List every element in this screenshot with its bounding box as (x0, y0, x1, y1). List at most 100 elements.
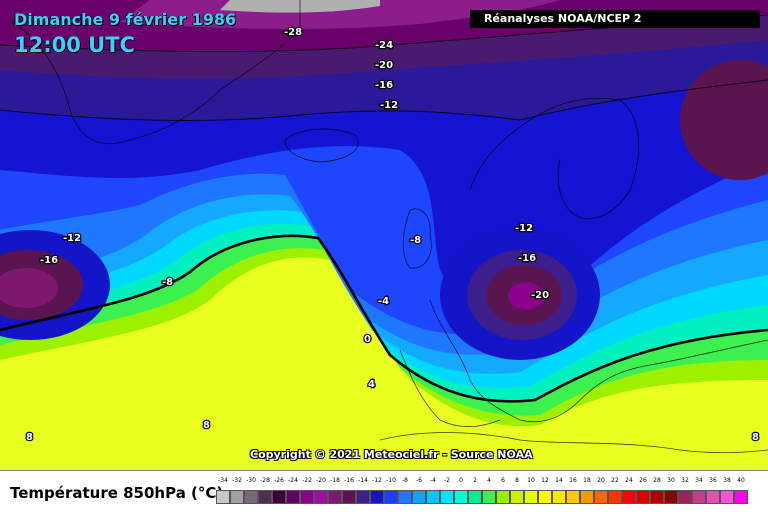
scale-tick-label: -6 (416, 477, 422, 484)
cold-core-west-center (0, 268, 58, 308)
scale-tick-label: 36 (709, 477, 717, 484)
cold-core-east-center (508, 282, 544, 310)
scandinavia-coast (469, 97, 640, 220)
isotherm-label: -16 (40, 255, 58, 266)
scale-tick-label: 20 (597, 477, 605, 484)
scale-swatch (734, 490, 748, 504)
scale-tick-label: 16 (569, 477, 577, 484)
scale-swatch (384, 490, 398, 504)
copyright-notice: Copyright © 2021 Meteociel.fr - Source N… (250, 448, 533, 461)
isotherm-minus-12 (0, 79, 768, 121)
scale-tick-label: -2 (444, 477, 450, 484)
scale-swatch (328, 490, 342, 504)
scale-swatch (286, 490, 300, 504)
scale-tick-label: -26 (274, 477, 284, 484)
isotherm-label: -4 (378, 296, 389, 307)
scale-tick-label: 4 (487, 477, 491, 484)
scale-tick-label: 32 (681, 477, 689, 484)
scale-tick-label: 2 (473, 477, 477, 484)
legend-title: Température 850hPa (°C) (10, 484, 224, 502)
scale-tick-label: -8 (402, 477, 408, 484)
scale-swatch (678, 490, 692, 504)
scale-tick-label: -34 (218, 477, 228, 484)
scale-tick-label: -20 (316, 477, 326, 484)
scale-swatch (636, 490, 650, 504)
scale-swatch (664, 490, 678, 504)
scale-swatch (580, 490, 594, 504)
scale-swatch (496, 490, 510, 504)
scale-swatch (356, 490, 370, 504)
scale-tick-label: -12 (372, 477, 382, 484)
isotherm-label: -16 (518, 253, 536, 264)
iceland-coast (284, 128, 359, 163)
scale-tick-label: -24 (288, 477, 298, 484)
scale-tick-label: 12 (541, 477, 549, 484)
scale-tick-label: -10 (386, 477, 396, 484)
scale-tick-label: 24 (625, 477, 633, 484)
scale-swatch (510, 490, 524, 504)
data-source-label: Réanalyses NOAA/NCEP 2 (470, 10, 760, 28)
scale-tick-label: 18 (583, 477, 591, 484)
chart-date: Dimanche 9 février 1986 (14, 10, 237, 29)
scale-swatch (538, 490, 552, 504)
scale-swatch (720, 490, 734, 504)
scale-swatch (650, 490, 664, 504)
iberia-coast (399, 349, 501, 428)
scale-tick-label: 6 (501, 477, 505, 484)
scale-tick-label: -18 (330, 477, 340, 484)
scale-swatch (622, 490, 636, 504)
scale-tick-label: -30 (246, 477, 256, 484)
isotherm-label: 8 (752, 432, 759, 443)
europe-west-coast (429, 299, 768, 423)
north-africa-coast (379, 432, 768, 454)
scale-swatch (566, 490, 580, 504)
scale-swatch (524, 490, 538, 504)
scale-swatch (468, 490, 482, 504)
isotherm-label: -16 (375, 80, 393, 91)
scale-swatch (482, 490, 496, 504)
scale-swatch (258, 490, 272, 504)
isotherm-zero-line (0, 234, 768, 403)
isotherm-label: -8 (162, 277, 173, 288)
scale-tick-label: 22 (611, 477, 619, 484)
scale-swatch (692, 490, 706, 504)
british-isles-coast (402, 208, 432, 269)
isotherm-label: -12 (63, 233, 81, 244)
scale-swatch (594, 490, 608, 504)
temperature-map: -28 -24 -20 -16 -12 -12 -16 -8 -8 -12 -1… (0, 0, 768, 470)
isotherm-label: 4 (368, 379, 375, 390)
scale-tick-label: 8 (515, 477, 519, 484)
scale-swatch (314, 490, 328, 504)
scale-swatch (412, 490, 426, 504)
scale-swatch (272, 490, 286, 504)
scale-swatch (370, 490, 384, 504)
scale-tick-label: -32 (232, 477, 242, 484)
scale-tick-label: 14 (555, 477, 563, 484)
temperature-field (0, 0, 768, 470)
scale-tick-label: -4 (430, 477, 436, 484)
isotherm-label: 8 (26, 432, 33, 443)
cold-pool-northeast (680, 60, 768, 180)
isotherm-label: -8 (410, 235, 421, 246)
scale-swatch (552, 490, 566, 504)
chart-time: 12:00 UTC (14, 33, 135, 57)
isotherm-label: -12 (380, 100, 398, 111)
isotherm-label: -24 (375, 40, 393, 51)
scale-tick-label: 40 (737, 477, 745, 484)
scale-tick-label: 10 (527, 477, 535, 484)
scale-swatch (426, 490, 440, 504)
scale-swatch (454, 490, 468, 504)
greenland-coast (9, 0, 301, 145)
scale-swatch (300, 490, 314, 504)
isotherm-label: 8 (203, 420, 210, 431)
scale-tick-label: -14 (358, 477, 368, 484)
isotherm-label: -20 (531, 290, 549, 301)
scale-tick-label: 38 (723, 477, 731, 484)
scale-swatch (608, 490, 622, 504)
isotherm-label: -12 (515, 223, 533, 234)
scale-tick-label: -28 (260, 477, 270, 484)
scale-swatch (440, 490, 454, 504)
scale-swatch (342, 490, 356, 504)
scale-swatch (244, 490, 258, 504)
